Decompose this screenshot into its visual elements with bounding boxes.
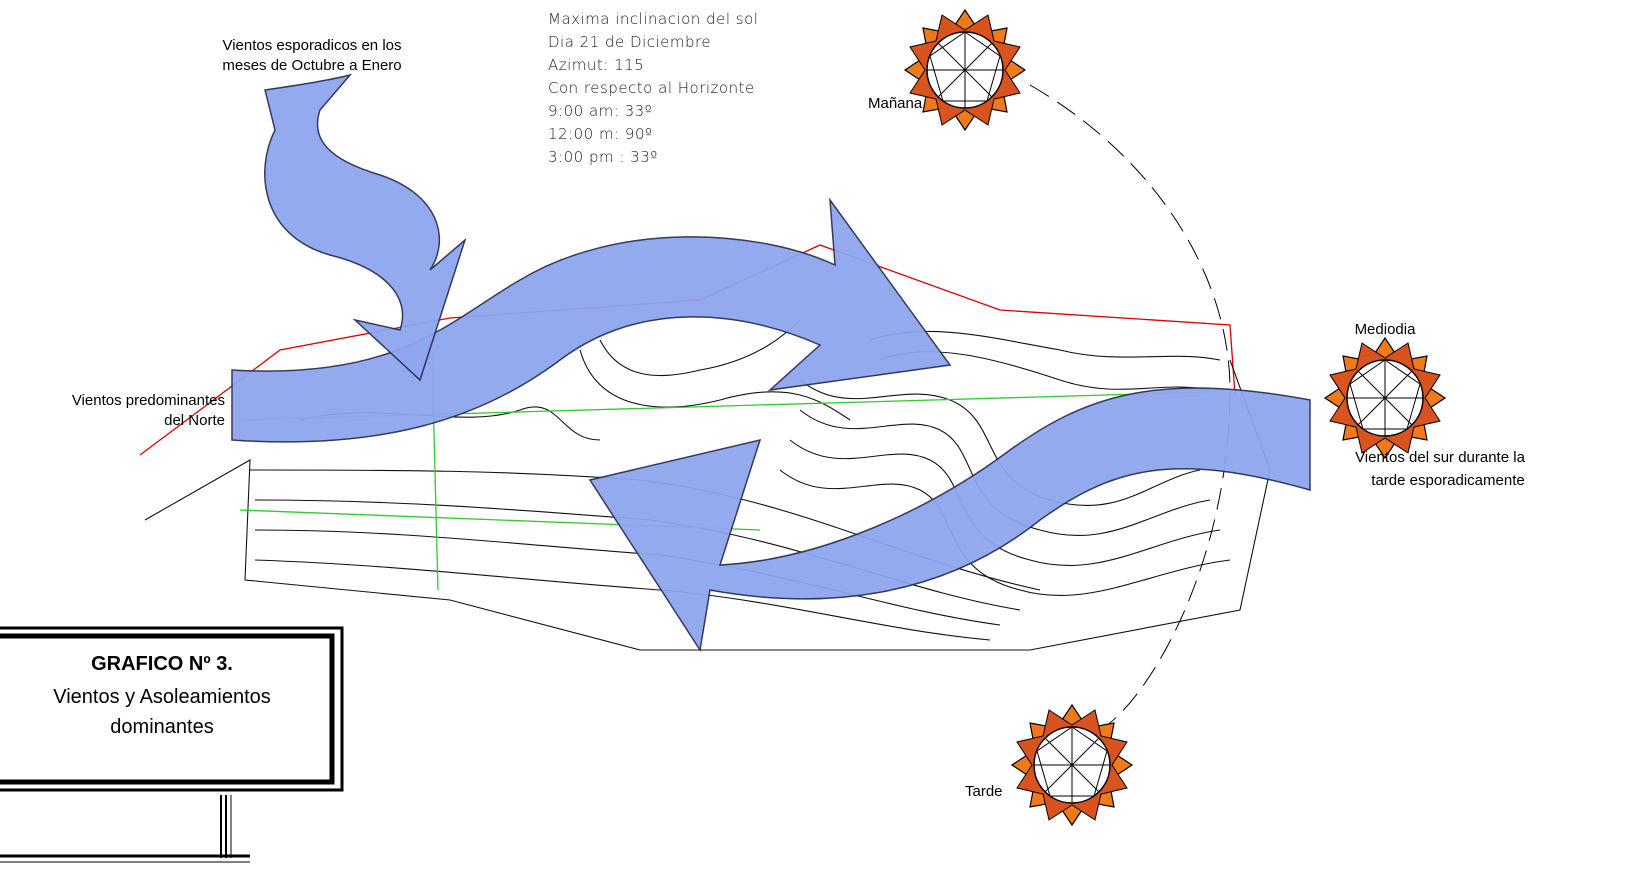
info-line: 12:00 m: 90º — [548, 125, 653, 143]
sun-afternoon — [1011, 704, 1133, 826]
info-line: Azimut: 115 — [548, 56, 644, 74]
wind-label: meses de Octubre a Enero — [222, 57, 401, 74]
title-line: dominantes — [110, 716, 213, 738]
title-line: Vientos y Asoleamientos — [53, 686, 271, 708]
info-line: 3:00 pm : 33º — [548, 148, 658, 166]
wind-arrow-south — [588, 387, 1311, 653]
info-line: 9:00 am: 33º — [548, 102, 652, 120]
info-line: Con respecto al Horizonte — [548, 79, 755, 97]
title-number: GRAFICO Nº 3. — [91, 653, 233, 675]
sun-noon — [1324, 337, 1446, 459]
info-line: Dia 21 de Diciembre — [548, 33, 711, 51]
sun-label: Tarde — [965, 783, 1003, 800]
wind-label: tarde esporadicamente — [1371, 472, 1524, 489]
info-line: Maxima inclinacion del sol — [548, 10, 758, 28]
wind-label: Vientos esporadicos en los — [222, 37, 401, 54]
wind-label: Vientos predominantes — [72, 392, 225, 409]
wind-label: Vientos del sur durante la — [1355, 449, 1525, 466]
sun-morning — [904, 9, 1026, 131]
title-box: GRAFICO Nº 3. Vientos y Asoleamientos do… — [0, 626, 344, 863]
wind-arrow-north — [231, 197, 952, 443]
wind-arrow-sporadic — [264, 73, 467, 382]
sun-label: Mediodia — [1355, 321, 1417, 338]
sun-label: Mañana — [868, 95, 923, 112]
sun-info: Maxima inclinacion del sol Dia 21 de Dic… — [548, 10, 758, 166]
sun-path — [1029, 84, 1231, 731]
wind-label: del Norte — [164, 412, 225, 429]
